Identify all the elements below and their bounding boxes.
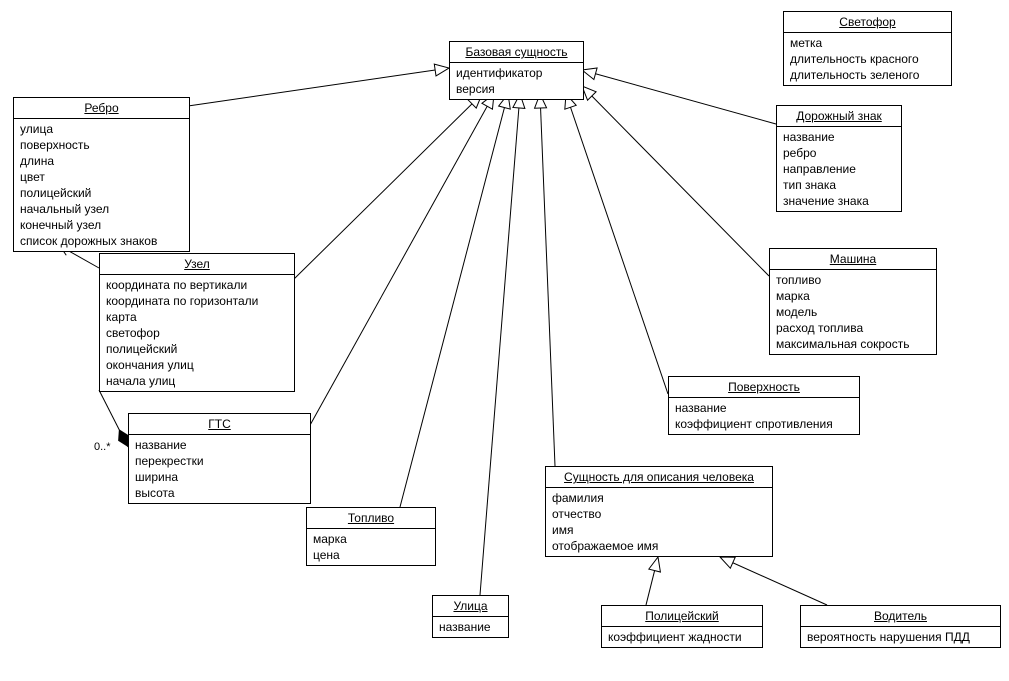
class-title: Дорожный знак	[777, 106, 901, 127]
class-attr: начала улиц	[106, 373, 288, 389]
class-attr: список дорожных знаков	[20, 233, 183, 249]
class-title: Полицейский	[602, 606, 762, 627]
class-node: Узелкоордината по вертикаликоордината по…	[99, 253, 295, 392]
class-body: меткадлительность красногодлительность з…	[784, 33, 951, 85]
class-attr: отчество	[552, 506, 766, 522]
class-sign: Дорожный знакназваниеребронаправлениетип…	[776, 105, 902, 212]
class-edge: Реброулицаповерхностьдлинацветполицейски…	[13, 97, 190, 252]
class-base: Базовая сущностьидентификаторверсия	[449, 41, 584, 100]
class-attr: имя	[552, 522, 766, 538]
class-body: фамилияотчествоимяотображаемое имя	[546, 488, 772, 556]
class-attr: коэффициент спротивления	[675, 416, 853, 432]
class-attr: топливо	[776, 272, 930, 288]
class-attr: высота	[135, 485, 304, 501]
class-attr: светофор	[106, 325, 288, 341]
class-body: название	[433, 617, 508, 637]
class-body: улицаповерхностьдлинацветполицейскийнача…	[14, 119, 189, 251]
class-attr: карта	[106, 309, 288, 325]
class-body: маркацена	[307, 529, 435, 565]
class-attr: тип знака	[783, 177, 895, 193]
class-attr: значение знака	[783, 193, 895, 209]
class-driver: Водитель вероятность нарушения ПДД	[800, 605, 1001, 648]
class-surface: Поверхностьназваниекоэффициент спротивле…	[668, 376, 860, 435]
class-person: Сущность для описания человекафамилияотч…	[545, 466, 773, 557]
class-car: Машинатопливомаркамодельрасход топливама…	[769, 248, 937, 355]
generalization-edge	[293, 94, 482, 280]
class-attr: расход топлива	[776, 320, 930, 336]
class-attr: улица	[20, 121, 183, 137]
diagram-canvas: Базовая сущностьидентификаторверсияСвето…	[0, 0, 1009, 681]
class-attr: ребро	[783, 145, 895, 161]
generalization-edge	[188, 68, 449, 106]
class-attr: вероятность нарушения ПДД	[807, 629, 994, 645]
class-attr: цвет	[20, 169, 183, 185]
class-attr: длина	[20, 153, 183, 169]
class-attr: название	[783, 129, 895, 145]
class-attr: поверхность	[20, 137, 183, 153]
class-attr: координата по горизонтали	[106, 293, 288, 309]
class-title: Узел	[100, 254, 294, 275]
class-attr: название	[675, 400, 853, 416]
class-title: Водитель	[801, 606, 1000, 627]
class-title: Топливо	[307, 508, 435, 529]
class-attr: марка	[313, 531, 429, 547]
class-body: вероятность нарушения ПДД	[801, 627, 1000, 647]
generalization-edge	[480, 94, 520, 595]
class-attr: идентификатор	[456, 65, 577, 81]
class-title: Сущность для описания человека	[546, 467, 772, 488]
class-body: топливомаркамодельрасход топливамаксимал…	[770, 270, 936, 354]
class-body: идентификаторверсия	[450, 63, 583, 99]
generalization-edge	[566, 94, 668, 394]
class-attr: начальный узел	[20, 201, 183, 217]
class-attr: длительность зеленого	[790, 67, 945, 83]
class-attr: координата по вертикали	[106, 277, 288, 293]
class-attr: длительность красного	[790, 51, 945, 67]
class-attr: направление	[783, 161, 895, 177]
class-fuel: Топливомаркацена	[306, 507, 436, 566]
generalization-edge	[309, 94, 494, 427]
class-attr: название	[439, 619, 502, 635]
class-body: названиеперекресткиширинавысота	[129, 435, 310, 503]
class-attr: перекрестки	[135, 453, 304, 469]
generalization-edge	[720, 557, 827, 605]
class-attr: ширина	[135, 469, 304, 485]
generalization-edge	[540, 94, 555, 466]
class-attr: отображаемое имя	[552, 538, 766, 554]
multiplicity-label: 0..*	[94, 441, 111, 453]
class-title: Светофор	[784, 12, 951, 33]
class-attr: версия	[456, 81, 577, 97]
class-attr: полицейский	[20, 185, 183, 201]
class-attr: фамилия	[552, 490, 766, 506]
class-title: ГТС	[129, 414, 310, 435]
class-title: Базовая сущность	[450, 42, 583, 63]
class-attr: коэффициент жадности	[608, 629, 756, 645]
class-title: Улица	[433, 596, 508, 617]
class-title: Машина	[770, 249, 936, 270]
class-attr: цена	[313, 547, 429, 563]
class-attr: название	[135, 437, 304, 453]
class-attr: модель	[776, 304, 930, 320]
generalization-edge	[646, 557, 658, 605]
class-body: координата по вертикаликоордината по гор…	[100, 275, 294, 391]
class-attr: окончания улиц	[106, 357, 288, 373]
class-attr: полицейский	[106, 341, 288, 357]
class-body: коэффициент жадности	[602, 627, 762, 647]
class-title: Ребро	[14, 98, 189, 119]
class-traffic: Светоформеткадлительность красногодлител…	[783, 11, 952, 86]
class-street: Улица название	[432, 595, 509, 638]
class-attr: максимальная сокрость	[776, 336, 930, 352]
class-police: Полицейский коэффициент жадности	[601, 605, 763, 648]
class-body: названиеребронаправлениетип знаказначени…	[777, 127, 901, 211]
class-body: названиекоэффициент спротивления	[669, 398, 859, 434]
class-title: Поверхность	[669, 377, 859, 398]
class-attr: метка	[790, 35, 945, 51]
class-attr: марка	[776, 288, 930, 304]
class-gts: ГТСназваниеперекресткиширинавысота	[128, 413, 311, 504]
class-attr: конечный узел	[20, 217, 183, 233]
